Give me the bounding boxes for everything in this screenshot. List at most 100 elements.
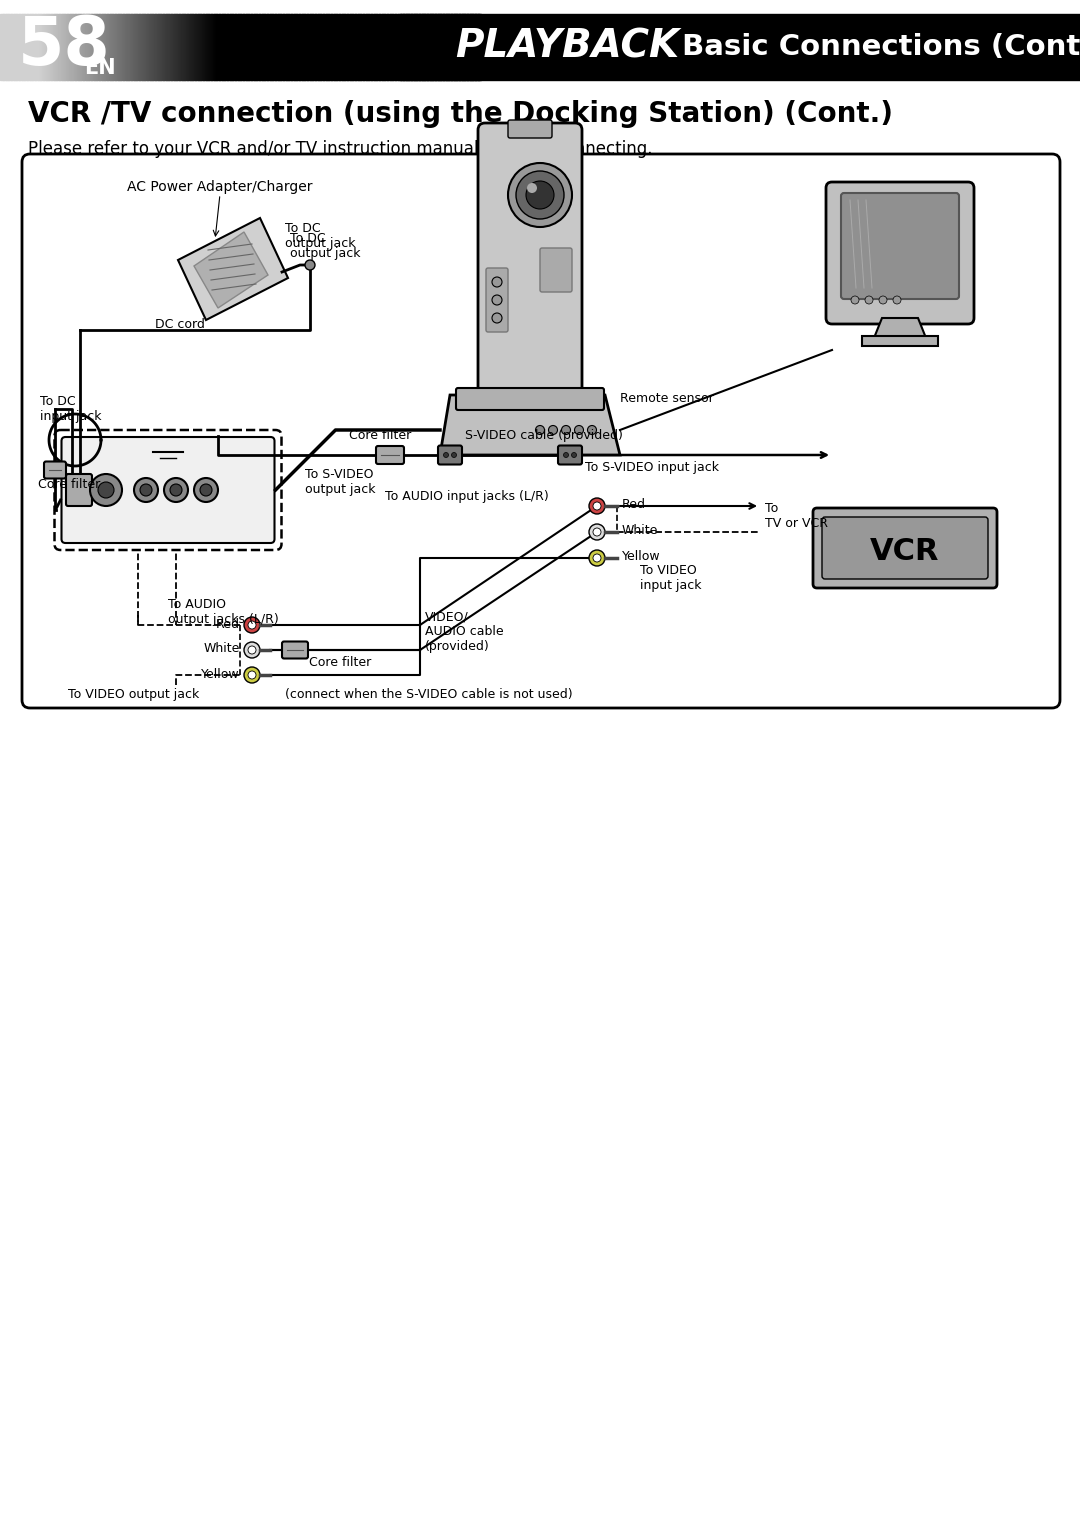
Bar bbox=[269, 14, 271, 80]
Bar bbox=[123, 14, 125, 80]
Bar bbox=[152, 14, 154, 80]
Bar bbox=[422, 14, 424, 80]
Text: DC cord: DC cord bbox=[156, 317, 205, 331]
Text: White: White bbox=[622, 524, 659, 538]
Bar bbox=[272, 14, 274, 80]
Bar bbox=[116, 14, 118, 80]
Bar bbox=[299, 14, 301, 80]
Bar bbox=[465, 14, 468, 80]
Bar bbox=[183, 14, 185, 80]
Bar bbox=[258, 14, 259, 80]
Bar bbox=[267, 14, 269, 80]
Text: VCR: VCR bbox=[870, 538, 940, 567]
Polygon shape bbox=[874, 317, 926, 337]
Bar bbox=[72, 14, 75, 80]
Bar bbox=[292, 14, 294, 80]
Circle shape bbox=[90, 474, 122, 506]
Bar bbox=[446, 14, 448, 80]
Bar bbox=[205, 14, 207, 80]
Bar bbox=[280, 14, 282, 80]
Bar bbox=[56, 14, 58, 80]
Bar bbox=[48, 14, 50, 80]
Bar bbox=[57, 14, 59, 80]
FancyBboxPatch shape bbox=[66, 474, 92, 506]
Bar bbox=[120, 14, 122, 80]
Bar bbox=[150, 14, 152, 80]
Circle shape bbox=[851, 296, 859, 304]
Bar bbox=[32, 14, 35, 80]
Text: 58: 58 bbox=[18, 12, 111, 78]
Bar bbox=[328, 14, 330, 80]
Bar bbox=[168, 14, 171, 80]
Bar bbox=[36, 14, 38, 80]
Bar bbox=[862, 336, 939, 346]
Bar bbox=[237, 14, 239, 80]
Bar bbox=[438, 14, 441, 80]
Bar bbox=[428, 14, 430, 80]
Bar bbox=[346, 14, 348, 80]
Bar bbox=[222, 14, 225, 80]
Bar bbox=[166, 14, 168, 80]
Bar bbox=[159, 14, 161, 80]
Bar bbox=[202, 14, 204, 80]
Bar bbox=[381, 14, 383, 80]
Bar bbox=[360, 14, 362, 80]
Text: To DC
input jack: To DC input jack bbox=[40, 396, 102, 423]
FancyBboxPatch shape bbox=[44, 461, 66, 478]
Circle shape bbox=[593, 527, 600, 537]
Bar bbox=[212, 14, 214, 80]
Bar bbox=[125, 14, 127, 80]
Text: Please refer to your VCR and/or TV instruction manual(s) when connecting.: Please refer to your VCR and/or TV instr… bbox=[28, 140, 652, 158]
Bar bbox=[140, 14, 143, 80]
Bar bbox=[139, 14, 141, 80]
Bar bbox=[83, 14, 85, 80]
Bar bbox=[405, 14, 407, 80]
FancyBboxPatch shape bbox=[456, 388, 604, 409]
Bar bbox=[210, 14, 212, 80]
Bar bbox=[458, 14, 460, 80]
FancyBboxPatch shape bbox=[54, 429, 282, 550]
Bar bbox=[400, 14, 402, 80]
Bar bbox=[266, 14, 268, 80]
Circle shape bbox=[194, 478, 218, 501]
Polygon shape bbox=[194, 231, 268, 308]
Bar bbox=[43, 14, 45, 80]
Bar bbox=[160, 14, 162, 80]
Circle shape bbox=[248, 645, 256, 655]
Text: Remote sensor: Remote sensor bbox=[620, 392, 714, 405]
Bar bbox=[390, 14, 392, 80]
Bar bbox=[461, 14, 463, 80]
Bar bbox=[91, 14, 93, 80]
Bar bbox=[82, 14, 84, 80]
Bar bbox=[332, 14, 334, 80]
Bar bbox=[376, 14, 378, 80]
Bar bbox=[112, 14, 114, 80]
Bar bbox=[319, 14, 321, 80]
Bar bbox=[379, 14, 381, 80]
Bar bbox=[338, 14, 340, 80]
Bar bbox=[252, 14, 254, 80]
Bar bbox=[246, 14, 248, 80]
Circle shape bbox=[589, 524, 605, 540]
Bar bbox=[468, 14, 470, 80]
Bar bbox=[433, 14, 435, 80]
Text: Core filter: Core filter bbox=[349, 429, 411, 442]
Circle shape bbox=[200, 484, 212, 497]
Bar bbox=[368, 14, 370, 80]
Bar bbox=[375, 14, 377, 80]
Bar bbox=[39, 14, 41, 80]
Bar bbox=[421, 14, 423, 80]
Bar bbox=[176, 14, 178, 80]
Bar bbox=[362, 14, 364, 80]
Bar bbox=[215, 14, 216, 80]
Bar bbox=[373, 14, 375, 80]
FancyBboxPatch shape bbox=[486, 268, 508, 333]
Bar bbox=[464, 14, 467, 80]
Bar bbox=[303, 14, 306, 80]
Bar bbox=[64, 14, 66, 80]
Circle shape bbox=[451, 452, 457, 457]
Text: To S-VIDEO
output jack: To S-VIDEO output jack bbox=[305, 468, 376, 497]
Bar bbox=[289, 14, 292, 80]
Bar bbox=[79, 14, 81, 80]
Bar bbox=[347, 14, 349, 80]
